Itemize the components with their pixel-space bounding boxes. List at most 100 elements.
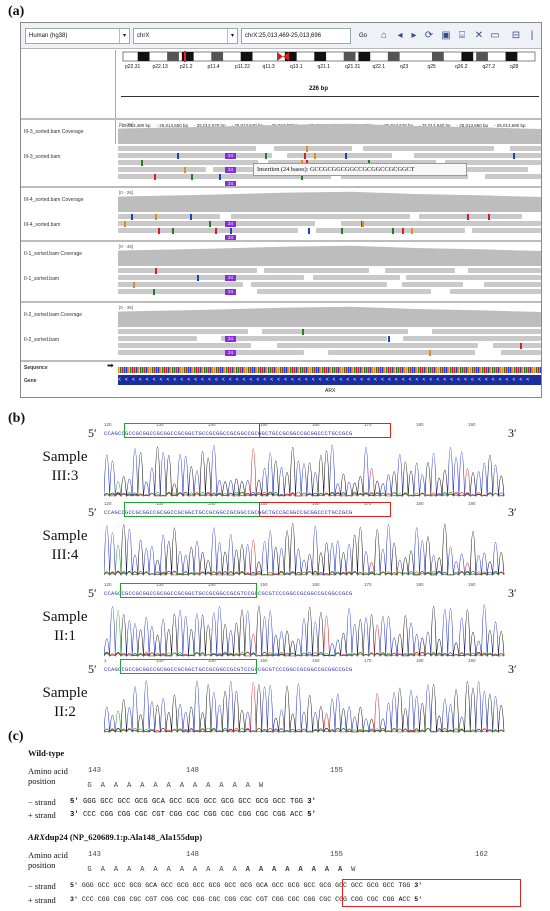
forward-icon[interactable]: ▸: [411, 30, 417, 41]
alignment-track-label[interactable]: III-3_sorted.bam: [24, 154, 61, 160]
insertion-marker[interactable]: 24: [225, 275, 236, 281]
aligned-read[interactable]: [467, 268, 541, 273]
refresh-icon[interactable]: ⟳: [424, 30, 434, 41]
aligned-read[interactable]: [118, 268, 258, 273]
genome-select[interactable]: Human (hg38) ▾: [25, 28, 130, 44]
sequence-base: [390, 367, 392, 373]
aligned-read[interactable]: [286, 153, 393, 158]
sequence-base: [540, 367, 541, 373]
go-button[interactable]: Go: [358, 33, 367, 39]
aligned-read[interactable]: [471, 228, 541, 233]
aligned-read[interactable]: [118, 167, 207, 172]
aligned-read[interactable]: [448, 167, 529, 172]
aligned-read[interactable]: [484, 174, 541, 179]
trace-channel: [104, 681, 505, 733]
sequence-base: [410, 367, 412, 373]
coverage-track-label[interactable]: III-3_sorted.bam Coverage: [24, 129, 84, 135]
aligned-read[interactable]: [276, 343, 479, 348]
aligned-read[interactable]: [118, 221, 316, 226]
aligned-read[interactable]: [313, 275, 400, 280]
insertion-marker[interactable]: 24: [225, 181, 236, 187]
aligned-read[interactable]: [328, 350, 476, 355]
aligned-read[interactable]: [118, 350, 304, 355]
aligned-read[interactable]: [483, 282, 541, 287]
insertion-marker[interactable]: 24: [225, 350, 236, 356]
alignment-track-label[interactable]: II-1_sorted.bam: [24, 276, 60, 282]
aligned-read[interactable]: [118, 336, 198, 341]
coverage-histogram[interactable]: [118, 191, 541, 212]
trace-position: 120: [104, 422, 112, 427]
aligned-read[interactable]: [221, 336, 388, 341]
gene-feature[interactable]: <<<<<<<<<<<<<<<<<<<<<<<<<<<<<<<<<<<<<<<<…: [118, 375, 541, 385]
sequence-base: [526, 367, 528, 373]
locus-input[interactable]: chrX:25,013,469-25,013,696: [241, 28, 351, 44]
insertion-marker[interactable]: 24: [225, 289, 236, 295]
aligned-read[interactable]: [118, 153, 273, 158]
aligned-read[interactable]: [510, 146, 541, 151]
coverage-histogram[interactable]: [118, 123, 541, 144]
aligned-read[interactable]: [118, 146, 257, 151]
aligned-read[interactable]: [363, 146, 494, 151]
duplication-box: [259, 423, 391, 438]
aligned-read[interactable]: [118, 289, 233, 294]
sequence-base: [362, 367, 364, 373]
aligned-read[interactable]: [118, 275, 305, 280]
aligned-read[interactable]: [264, 268, 369, 273]
popup-icon[interactable]: ▭: [490, 30, 500, 41]
sequence-base: [414, 367, 416, 373]
aligned-read[interactable]: [118, 282, 243, 287]
sequence-base: [250, 367, 252, 373]
insertion-marker[interactable]: 24: [225, 336, 236, 342]
insertion-marker[interactable]: 24: [225, 153, 236, 159]
aligned-read[interactable]: [492, 343, 541, 348]
region-icon[interactable]: ▣: [441, 30, 451, 41]
aligned-read[interactable]: [256, 289, 432, 294]
aligned-read[interactable]: [413, 153, 541, 158]
coverage-track-label[interactable]: III-4_sorted.bam Coverage: [24, 197, 84, 203]
aligned-read[interactable]: [501, 350, 541, 355]
aligned-read[interactable]: [118, 214, 221, 219]
aligned-read[interactable]: [118, 343, 252, 348]
zoom-slider-icon[interactable]: |: [530, 30, 534, 41]
aligned-read[interactable]: [384, 268, 455, 273]
aligned-read[interactable]: [118, 174, 331, 179]
resize-icon[interactable]: ✕: [474, 30, 484, 41]
aligned-read[interactable]: [261, 329, 409, 334]
aligned-read[interactable]: [418, 214, 522, 219]
aligned-read[interactable]: [432, 329, 541, 334]
coverage-track-label[interactable]: II-2_sorted.bam Coverage: [24, 312, 83, 318]
aligned-read[interactable]: [401, 282, 463, 287]
aligned-read[interactable]: [450, 289, 541, 294]
alignment-track-label[interactable]: III-4_sorted.bam: [24, 222, 61, 228]
strand-arrow-icon[interactable]: ➡: [107, 361, 114, 370]
aligned-read[interactable]: [118, 160, 258, 165]
aligned-read[interactable]: [230, 214, 410, 219]
insertion-marker[interactable]: 24: [225, 221, 236, 227]
coverage-histogram[interactable]: [118, 245, 541, 266]
insertion-marker[interactable]: 24: [225, 235, 236, 241]
aligned-read[interactable]: [273, 146, 353, 151]
trace-channel: [104, 680, 505, 733]
aligned-read[interactable]: [118, 228, 298, 233]
ruler-icon[interactable]: ⌸: [459, 30, 465, 41]
aligned-read[interactable]: [250, 282, 388, 287]
alignment-track-label[interactable]: II-2_sorted.bam: [24, 337, 60, 343]
coverage-track-label[interactable]: II-1_sorted.bam Coverage: [24, 251, 83, 257]
sample-label: Sample II:2: [30, 684, 100, 722]
aligned-read[interactable]: [340, 174, 468, 179]
aligned-read[interactable]: [403, 336, 541, 341]
coverage-histogram[interactable]: [118, 306, 541, 327]
aligned-read[interactable]: [405, 275, 541, 280]
aligned-read[interactable]: [118, 329, 249, 334]
back-icon[interactable]: ◂: [397, 30, 403, 41]
zoom-out-icon[interactable]: ⊟: [511, 30, 521, 41]
trace-position: 170: [364, 582, 372, 587]
aligned-read[interactable]: [340, 221, 541, 226]
insertion-marker[interactable]: 24: [225, 167, 236, 173]
chromosome-select[interactable]: chrX ▾: [133, 28, 238, 44]
aligned-read[interactable]: [445, 160, 541, 165]
aligned-read[interactable]: [268, 160, 436, 165]
home-icon[interactable]: ⌂: [380, 30, 388, 41]
sequence-base: [470, 367, 472, 373]
aligned-read[interactable]: [316, 228, 466, 233]
